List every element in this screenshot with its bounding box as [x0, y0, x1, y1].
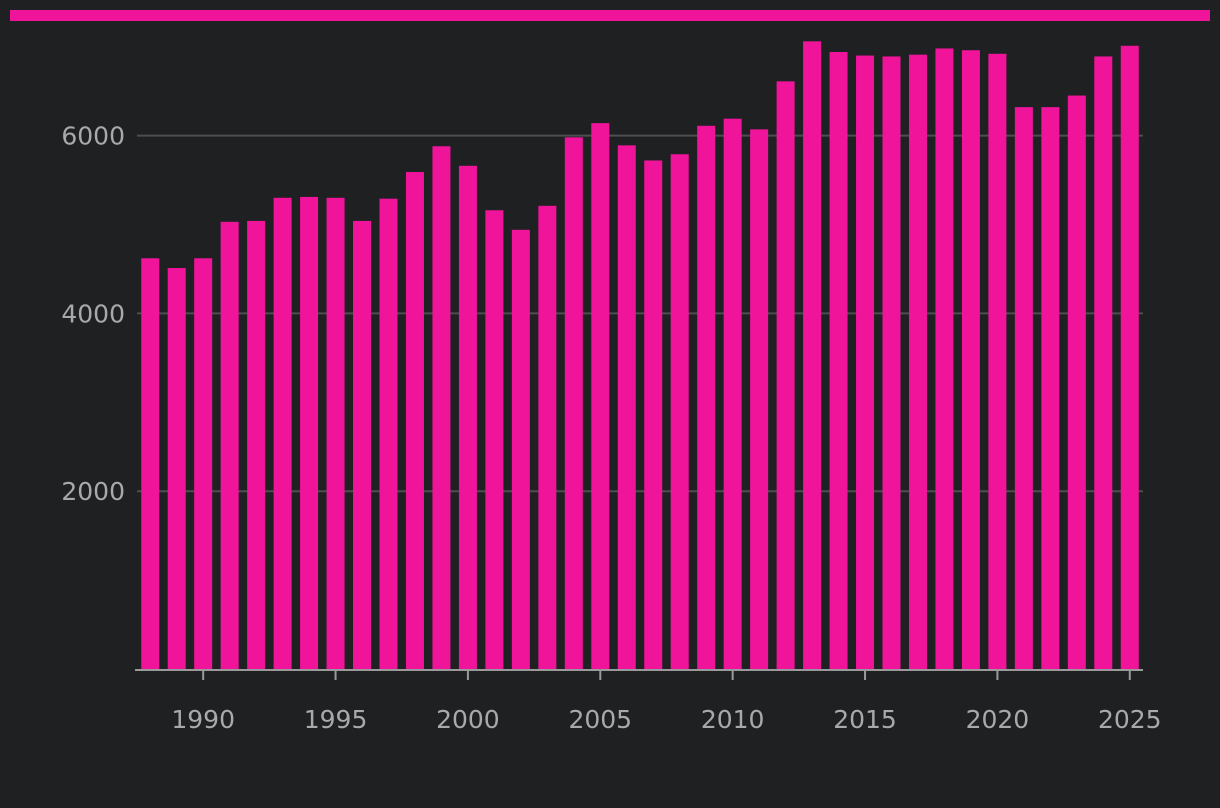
bar-2025 [1120, 45, 1139, 670]
bar-1989 [167, 268, 186, 669]
x-axis-labels: 1990 1995 2000 2005 2010 2015 2020 2025 [171, 705, 1161, 734]
bar-2007 [644, 160, 663, 669]
bar-1995 [326, 197, 345, 669]
x-tick-label: 2005 [568, 705, 632, 734]
x-axis [135, 669, 1143, 680]
y-axis-labels: 2000 4000 6000 [61, 122, 125, 507]
bar-series [141, 41, 1139, 670]
x-tick-label: 2010 [701, 705, 765, 734]
bar-1992 [247, 220, 266, 670]
bar-1994 [300, 196, 319, 669]
bar-2016 [882, 56, 901, 669]
bar-2002 [511, 229, 530, 669]
bar-2012 [776, 81, 795, 670]
bar-2020 [988, 53, 1007, 669]
x-tick-label: 1990 [171, 705, 235, 734]
bar-2009 [697, 125, 716, 669]
bar-2011 [750, 129, 769, 669]
bar-2014 [829, 52, 848, 669]
bar-1990 [194, 258, 213, 669]
x-tick-label: 2000 [436, 705, 500, 734]
bar-1996 [353, 220, 372, 670]
bar-1993 [273, 197, 292, 669]
bar-2005 [591, 123, 610, 669]
bar-2017 [908, 54, 927, 669]
bar-2022 [1041, 107, 1060, 669]
bar-2013 [803, 41, 822, 670]
y-tick-label: 2000 [61, 477, 125, 506]
bar-1999 [432, 146, 451, 669]
x-tick-label: 1995 [304, 705, 368, 734]
bar-2004 [564, 137, 583, 670]
bar-2023 [1067, 95, 1086, 670]
x-tick-label: 2025 [1098, 705, 1162, 734]
bar-2000 [458, 165, 477, 669]
bar-2001 [485, 210, 504, 669]
bar-1988 [141, 258, 160, 669]
bar-2015 [856, 55, 875, 669]
bar-2018 [935, 48, 954, 669]
bar-2010 [723, 118, 742, 669]
bar-2021 [1014, 107, 1033, 669]
accent-top-bar [10, 10, 1210, 21]
x-tick-label: 2020 [966, 705, 1030, 734]
bar-1998 [405, 172, 424, 669]
bar-2006 [617, 145, 636, 669]
bar-2008 [670, 154, 689, 669]
bar-2019 [961, 50, 980, 669]
bar-2024 [1094, 56, 1113, 669]
bar-2003 [538, 205, 557, 670]
y-tick-label: 4000 [61, 299, 125, 328]
bar-1997 [379, 198, 398, 669]
x-tick-label: 2015 [833, 705, 897, 734]
bar-1991 [220, 221, 239, 670]
y-tick-label: 6000 [61, 122, 125, 151]
